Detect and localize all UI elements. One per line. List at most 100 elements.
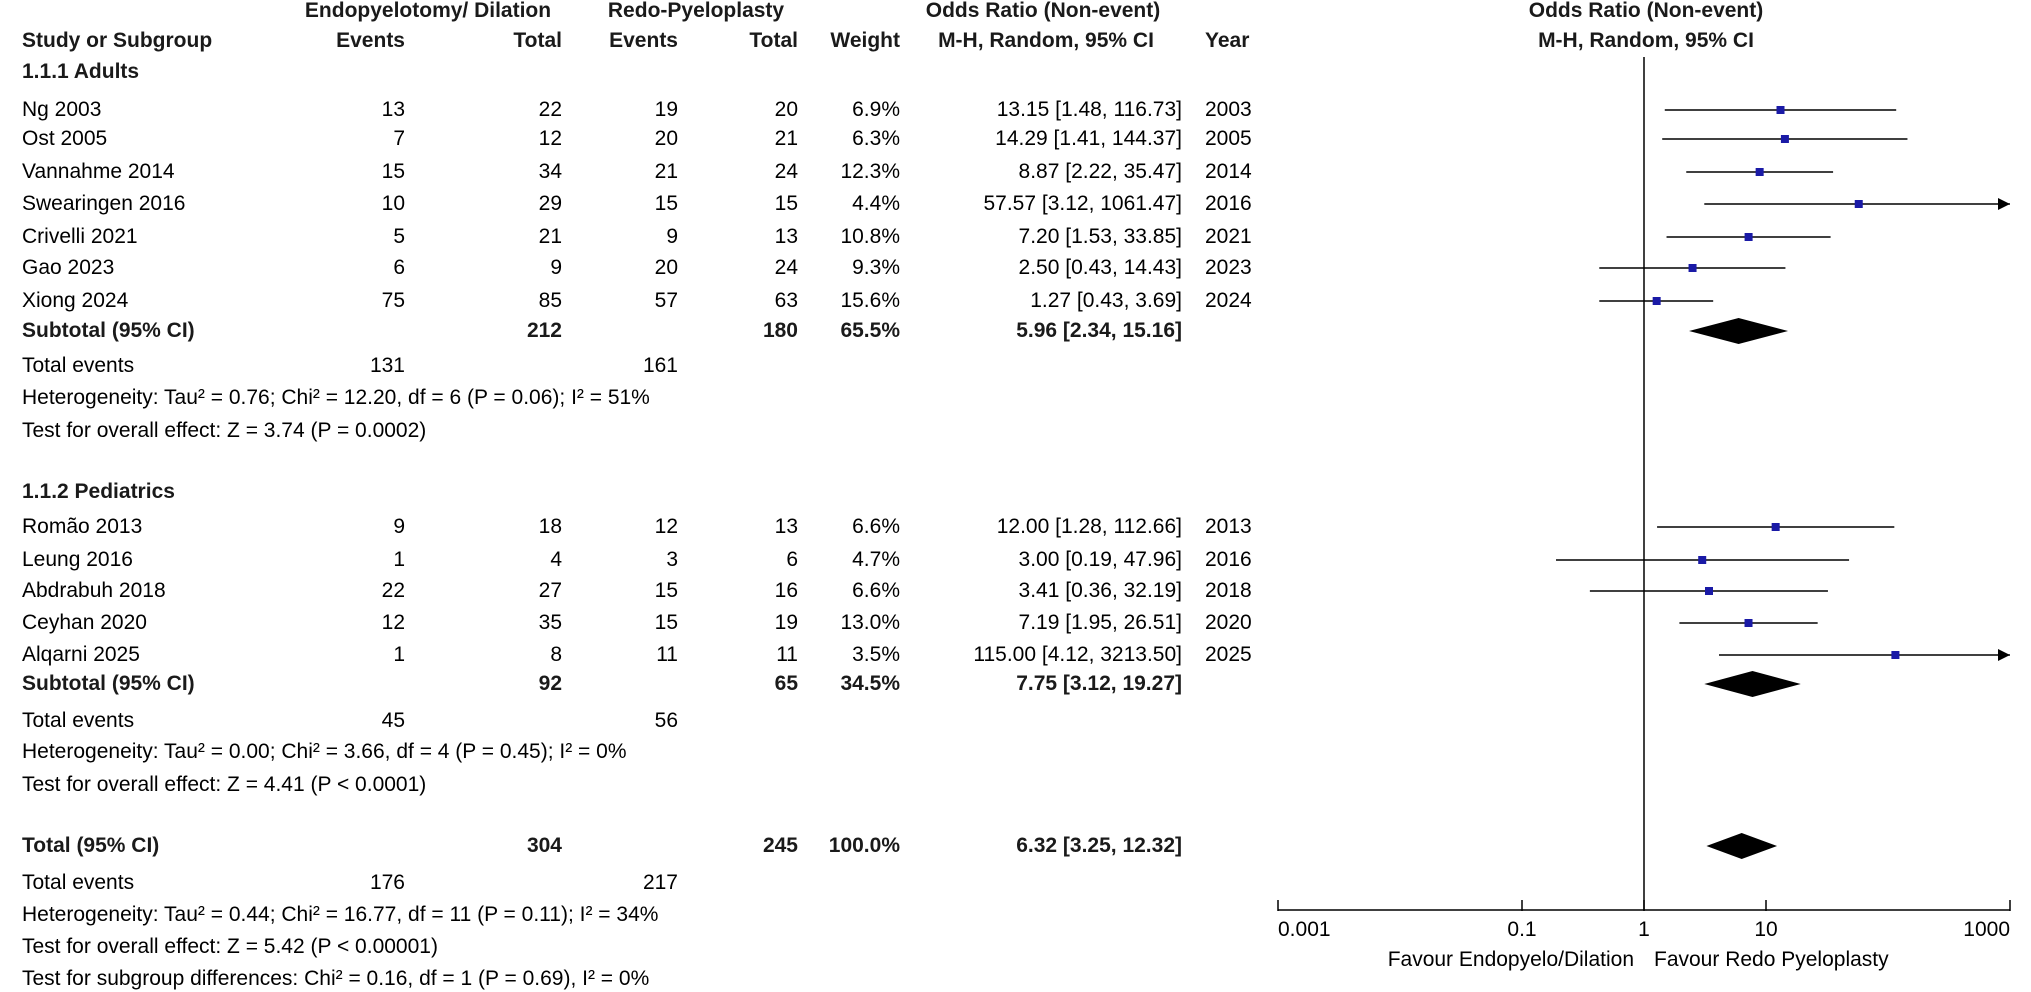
events1-cell: 1 <box>393 548 405 571</box>
or-ci-cell: 2.50 [0.43, 14.43] <box>1018 256 1182 279</box>
x-axis-tick-label: 1000 <box>1963 918 2010 941</box>
total-events-label: Total events <box>22 871 135 894</box>
plot-column-header: Odds Ratio (Non-event) <box>1528 0 1764 22</box>
total-events2: 217 <box>642 871 678 894</box>
favour-left-label: Favour Endopyelo/Dilation <box>1388 948 1634 971</box>
year-cell: 2016 <box>1205 548 1252 571</box>
or-ci-cell: 3.41 [0.36, 32.19] <box>1018 579 1182 602</box>
summary-diamond <box>1689 318 1789 344</box>
events2-cell: 19 <box>654 98 678 121</box>
overall-effect-text: Test for overall effect: Z = 4.41 (P < 0… <box>22 773 427 796</box>
ci-arrow <box>1998 198 2010 210</box>
overall-effect-text: Test for overall effect: Z = 3.74 (P = 0… <box>22 419 427 442</box>
events1-cell: 15 <box>381 160 405 183</box>
year-cell: 2020 <box>1205 611 1252 634</box>
weight-cell: 4.7% <box>852 548 900 571</box>
total1-header: Total <box>513 29 562 52</box>
total1-cell: 35 <box>538 611 562 634</box>
total2-cell: 24 <box>774 160 798 183</box>
total1-cell: 12 <box>538 127 562 150</box>
total2-cell: 63 <box>774 289 798 312</box>
weight-cell: 10.8% <box>840 225 900 248</box>
year-cell: 2023 <box>1205 256 1252 279</box>
subtotal-total1: 212 <box>526 319 562 342</box>
events2-cell: 15 <box>654 611 678 634</box>
study-name: Romão 2013 <box>22 515 143 538</box>
events2-cell: 9 <box>666 225 678 248</box>
or-ci-cell: 7.19 [1.95, 26.51] <box>1018 611 1182 634</box>
ci-arrow <box>1998 649 2010 661</box>
or-column-header: Odds Ratio (Non-event) <box>925 0 1161 22</box>
total2-cell: 11 <box>776 643 798 666</box>
total-events2: 161 <box>642 354 678 377</box>
point-estimate <box>1698 556 1707 564</box>
subtotal-weight: 34.5% <box>840 672 900 695</box>
year-cell: 2003 <box>1205 98 1252 121</box>
study-name: Abdrabuh 2018 <box>22 579 166 602</box>
x-axis-tick-label: 0.001 <box>1278 918 1331 941</box>
point-estimate <box>1704 587 1713 595</box>
point-estimate <box>1776 106 1785 114</box>
weight-cell: 13.0% <box>840 611 900 634</box>
total-events1: 176 <box>369 871 405 894</box>
total-events1: 131 <box>369 354 405 377</box>
total2-cell: 6 <box>786 548 798 571</box>
subtotal-weight: 65.5% <box>840 319 900 342</box>
or-ci-cell: 57.57 [3.12, 1061.47] <box>983 192 1182 215</box>
total2-cell: 13 <box>774 225 798 248</box>
total-weight: 100.0% <box>828 834 900 857</box>
x-axis-tick-label: 10 <box>1754 918 1777 941</box>
total-total1: 304 <box>526 834 562 857</box>
study-name: Crivelli 2021 <box>22 225 138 248</box>
events2-cell: 15 <box>654 579 678 602</box>
year-cell: 2014 <box>1205 160 1252 183</box>
subtotal-or-ci: 7.75 [3.12, 19.27] <box>1016 672 1182 695</box>
total-events-label: Total events <box>22 709 135 732</box>
point-estimate <box>1688 264 1697 272</box>
subtotal-total1: 92 <box>538 672 562 695</box>
or-method-header: M-H, Random, 95% CI <box>938 29 1154 52</box>
point-estimate <box>1744 619 1753 627</box>
x-axis-tick-label: 1 <box>1638 918 1650 941</box>
weight-cell: 9.3% <box>852 256 900 279</box>
weight-cell: 6.6% <box>852 515 900 538</box>
point-estimate <box>1755 168 1764 176</box>
year-cell: 2013 <box>1205 515 1252 538</box>
total1-cell: 4 <box>550 548 562 571</box>
weight-cell: 12.3% <box>840 160 900 183</box>
events2-cell: 20 <box>654 256 678 279</box>
total-total2: 245 <box>762 834 798 857</box>
total-events-label: Total events <box>22 354 135 377</box>
study-name: Ng 2003 <box>22 98 102 121</box>
or-ci-cell: 12.00 [1.28, 112.66] <box>996 515 1182 538</box>
events2-cell: 57 <box>654 289 678 312</box>
weight-header: Weight <box>830 29 900 52</box>
group1-header: Endopyelotomy/ Dilation <box>304 0 552 22</box>
total1-cell: 27 <box>538 579 562 602</box>
total1-cell: 9 <box>550 256 562 279</box>
events1-cell: 6 <box>393 256 405 279</box>
point-estimate <box>1854 200 1863 208</box>
events2-cell: 12 <box>654 515 678 538</box>
overall-effect-text: Test for overall effect: Z = 5.42 (P < 0… <box>22 935 438 958</box>
year-cell: 2005 <box>1205 127 1252 150</box>
year-cell: 2024 <box>1205 289 1252 312</box>
heterogeneity-text: Heterogeneity: Tau² = 0.44; Chi² = 16.77… <box>22 903 659 926</box>
total2-cell: 13 <box>774 515 798 538</box>
plot-method-header: M-H, Random, 95% CI <box>1538 29 1754 52</box>
total2-cell: 15 <box>774 192 798 215</box>
subtotal-label: Subtotal (95% CI) <box>22 319 195 342</box>
total1-cell: 85 <box>538 289 562 312</box>
study-name: Ceyhan 2020 <box>22 611 147 634</box>
subgroup-title: 1.1.1 Adults <box>22 60 140 83</box>
study-name: Swearingen 2016 <box>22 192 186 215</box>
events1-cell: 22 <box>381 579 405 602</box>
events2-cell: 11 <box>656 643 678 666</box>
study-name: Leung 2016 <box>22 548 133 571</box>
or-ci-cell: 13.15 [1.48, 116.73] <box>996 98 1182 121</box>
weight-cell: 3.5% <box>852 643 900 666</box>
events2-cell: 15 <box>654 192 678 215</box>
total2-cell: 19 <box>774 611 798 634</box>
total1-cell: 21 <box>538 225 562 248</box>
total2-cell: 21 <box>774 127 798 150</box>
